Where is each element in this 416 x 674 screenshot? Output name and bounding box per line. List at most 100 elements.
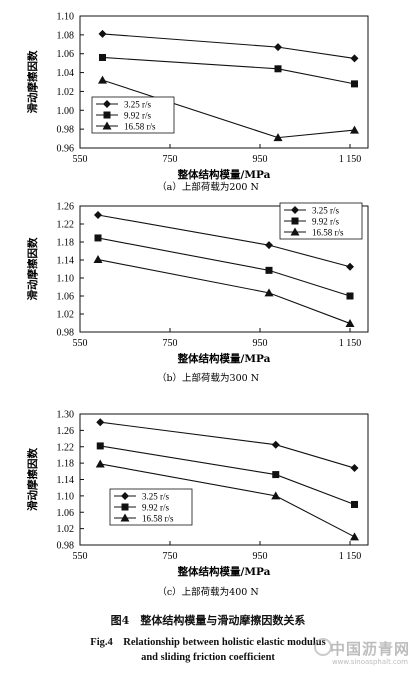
data-point [351,80,358,88]
y-tick-label: 1.00 [57,106,75,117]
y-tick-label: 1.18 [57,238,75,249]
legend-label: 9.92 r/s [312,217,339,227]
y-tick-label: 1.10 [57,491,75,502]
legend-marker [121,492,129,500]
data-point [350,464,359,473]
legend-label: 16.58 r/s [124,122,156,132]
chart-panel-3: 0.98 1.02 1.06 1.10 1.14 1.18 1.22 1.26 1.30 550 7… [26,410,369,598]
data-point [99,53,106,61]
series-line-1 [100,421,355,469]
data-point [98,29,107,38]
panel-caption: （b）上部荷载为300 N [157,372,259,384]
legend-marker [291,206,299,214]
data-point [345,318,355,327]
x-tick-label: 1 150 [339,551,362,562]
x-tick-label: 750 [163,551,178,562]
y-tick-label: 1.14 [57,475,75,486]
panel-caption: （c）上部荷载为400 N [157,586,258,598]
legend-label: 3.25 r/s [142,492,169,502]
y-tick-label: 1.06 [57,292,75,303]
y-tick-label: 1.04 [57,68,75,79]
x-tick-label: 750 [163,154,178,165]
x-tick-label: 950 [253,338,268,349]
y-tick-label: 1.26 [57,426,75,437]
legend-label: 16.58 r/s [312,228,344,238]
data-point [265,241,273,250]
legend-marker [291,217,299,225]
y-tick-label: 1.10 [57,12,75,23]
y-tick-label: 1.02 [57,87,75,98]
legend-label: 9.92 r/s [142,503,169,513]
watermark-main-text: 中国沥青网 [329,640,410,658]
y-axis-label: 滑动摩擦因数 [26,237,39,300]
x-tick-label: 550 [73,338,88,349]
x-axis-label: 整体结构模量/MPa [177,168,271,181]
y-tick-label: 1.08 [57,30,75,41]
data-point [346,262,354,271]
data-point [271,440,280,449]
data-point [96,418,105,427]
watermark-logo: 中国沥青网 www.sinoasphalt.com [314,636,410,670]
legend-marker [290,227,300,236]
data-point [346,292,354,300]
data-point [93,255,103,264]
figure-caption-cn: 图4 整体结构模量与滑动摩擦因数关系 [110,614,306,627]
watermark-emblem-icon [314,638,332,656]
data-point [95,459,105,468]
plot-frame [79,205,369,333]
chart-panel-2: 0.98 1.02 1.06 1.10 1.14 1.18 1.22 1.26 550 750 95… [26,202,369,384]
x-axis-label: 整体结构模量/MPa [177,565,271,578]
y-axis-label: 滑动摩擦因数 [26,448,39,511]
y-tick-label: 1.30 [57,410,75,421]
data-point [273,133,283,142]
data-point [350,125,359,134]
panel-caption: （a）上部荷载为200 N [157,181,259,193]
y-tick-label: 1.02 [57,310,75,321]
y-tick-label: 1.22 [57,220,75,231]
x-tick-label: 1 150 [339,338,362,349]
data-point [351,500,358,508]
data-point [94,211,102,219]
x-tick-label: 750 [163,338,178,349]
legend-marker [103,111,111,119]
chart-panel-1: 0.96 0.98 1.00 1.02 1.04 1.06 1.08 1.10 550 750 95… [26,12,369,193]
legend-marker [102,121,112,130]
y-tick-label: 1.10 [57,274,75,285]
y-tick-label: 1.06 [57,508,75,519]
y-axis-label: 滑动摩擦因数 [26,50,39,113]
x-tick-label: 950 [253,154,268,165]
data-point [272,471,280,479]
y-tick-label: 0.98 [57,125,75,136]
data-point [350,532,359,541]
series-line-3 [97,259,351,324]
x-tick-label: 550 [73,154,88,165]
legend-label: 16.58 r/s [142,514,174,524]
figure-caption-en-line2: and sliding friction coefficient [141,652,275,663]
y-tick-label: 1.06 [57,49,75,60]
series-line-2 [102,56,355,85]
data-point [96,442,104,450]
legend-label: 3.25 r/s [124,100,151,110]
watermark-sub-text: www.sinoasphalt.com [331,658,408,666]
plot-frame [79,15,369,149]
legend-label: 3.25 r/s [312,206,339,216]
y-tick-label: 0.96 [57,144,75,155]
data-point [265,266,273,274]
data-point [274,65,282,73]
x-tick-label: 550 [73,551,88,562]
legend-label: 9.92 r/s [124,111,151,121]
x-tick-label: 1 150 [339,154,362,165]
legend-marker [120,513,130,522]
data-point [271,491,281,500]
y-tick-label: 1.18 [57,459,75,470]
y-tick-label: 1.22 [57,442,75,453]
data-point [274,43,282,52]
y-tick-label: 1.26 [57,202,75,213]
x-tick-label: 950 [253,551,268,562]
series-line-1 [102,33,355,59]
legend-marker [103,100,111,108]
figure-caption-en-line1: Fig.4 Relationship between holistic elas… [90,637,326,648]
data-point [264,288,274,297]
y-tick-label: 1.02 [57,524,75,535]
